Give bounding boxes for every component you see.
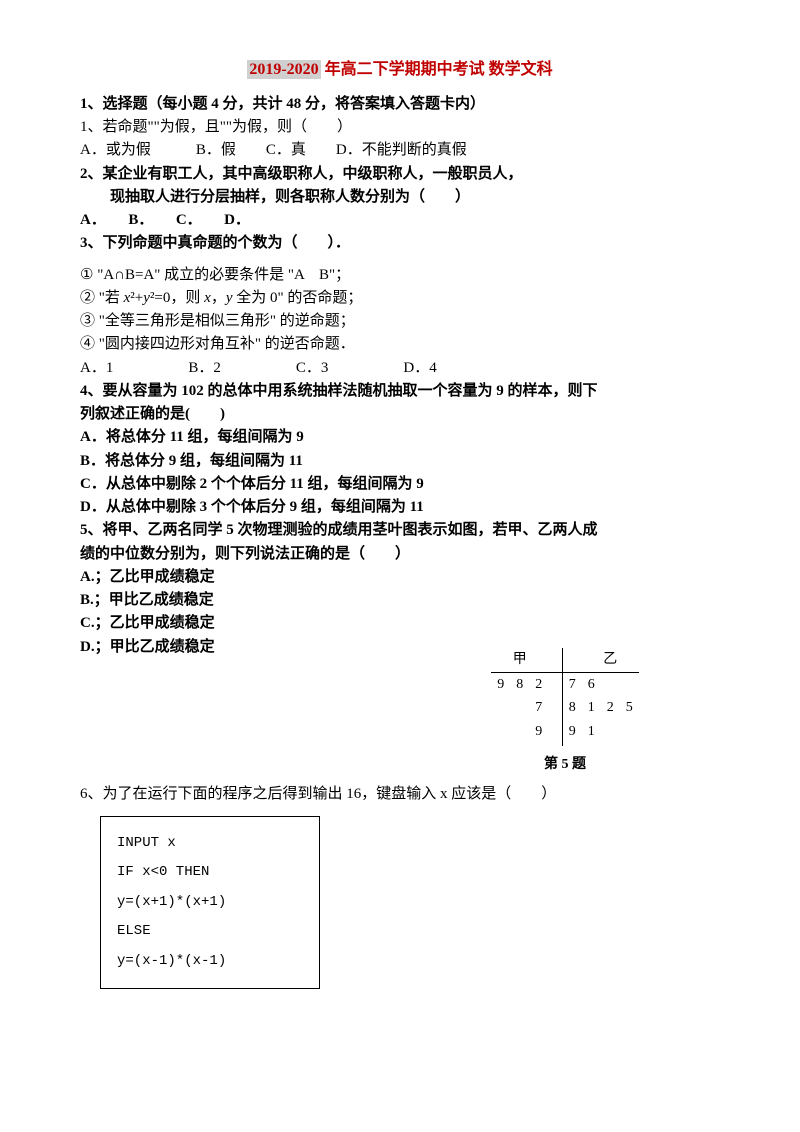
title-year: 2019-2020 [247, 60, 320, 79]
sl-row [491, 744, 639, 746]
q3-opt-b: B．2 [188, 360, 221, 376]
title-rest: 年高二下学期期中考试 数学文科 [321, 61, 553, 78]
q5-line1: 5、将甲、乙两名同学 5 次物理测验的成绩用茎叶图表示如图，若甲、乙两人成 [80, 519, 720, 542]
exam-title: 2019-2020 年高二下学期期中考试 数学文科 [80, 58, 720, 83]
q5-stem-leaf-plot: 甲 乙 9 8 2 7 6 7 8 1 2 5 9 [450, 648, 680, 775]
q3-text: 3、下列命题中真命题的个数为（ ）． [80, 232, 720, 255]
sl-head-right: 乙 [582, 648, 639, 672]
q6-code-box: INPUT x IF x<0 THEN y=(x+1)*(x+1) ELSE y… [100, 816, 320, 989]
q4-line1: 4、要从容量为 102 的总体中用系统抽样法随机抽取一个容量为 9 的样本，则下 [80, 380, 720, 403]
sl-head-left: 甲 [491, 648, 548, 672]
sl-caption: 第 5 题 [450, 754, 680, 776]
q5-opt-a: A.；乙比甲成绩稳定 [80, 566, 720, 589]
q4-opt-b: B．将总体分 9 组，每组间隔为 11 [80, 450, 720, 473]
q2-options: A． B． C． D． [80, 209, 720, 232]
q1-options: A．或为假 B．假 C．真 D．不能判断的真假 [80, 139, 720, 162]
q3-c3: ③ "全等三角形是相似三角形" 的逆命题； [80, 310, 720, 333]
code-line: y=(x-1)*(x-1) [117, 947, 303, 976]
sl-row: 9 9 1 [491, 720, 639, 744]
code-line: INPUT x [117, 829, 303, 858]
q4-line2: 列叙述正确的是( ) [80, 403, 720, 426]
q4-opt-d: D．从总体中剔除 3 个个体后分 9 组，每组间隔为 11 [80, 496, 720, 519]
q5-line2: 绩的中位数分别为，则下列说法正确的是（ ） [80, 543, 720, 566]
q1-opt-b: B．假 [196, 142, 236, 158]
q2-line1: 2、某企业有职工人，其中高级职称人，中级职称人，一般职员人， [80, 163, 720, 186]
q4-opt-a: A．将总体分 11 组，每组间隔为 9 [80, 426, 720, 449]
sl-row: 9 8 2 7 6 [491, 672, 639, 696]
q1-opt-a: A．或为假 [80, 142, 151, 158]
q5-opt-c: C.；乙比甲成绩稳定 [80, 612, 720, 635]
code-line: IF x<0 THEN [117, 858, 303, 887]
code-line: ELSE [117, 917, 303, 946]
q3-opt-c: C．3 [296, 360, 329, 376]
sl-row: 7 8 1 2 5 [491, 696, 639, 720]
q3-c1: ① "A∩B=A" 成立的必要条件是 "A B"； [80, 264, 720, 287]
code-line: y=(x+1)*(x+1) [117, 888, 303, 917]
section-1-head: 1、选择题（每小题 4 分，共计 48 分，将答案填入答题卡内） [80, 93, 720, 116]
q3-opt-d: D．4 [403, 360, 436, 376]
q3-options: A．1 B．2 C．3 D．4 [80, 357, 720, 380]
q6-text: 6、为了在运行下面的程序之后得到输出 16，键盘输入 x 应该是（ ） [80, 783, 720, 806]
q1-text: 1、若命题""为假，且""为假，则（ ） [80, 116, 720, 139]
q2-line2: 现抽取人进行分层抽样，则各职称人数分别为（ ） [110, 186, 720, 209]
q3-c2: ② "若 x²+y²=0，则 x，y 全为 0" 的否命题； [80, 287, 720, 310]
q3-opt-a: A．1 [80, 360, 113, 376]
stem-leaf-table: 甲 乙 9 8 2 7 6 7 8 1 2 5 9 [491, 648, 639, 746]
q3-c4: ④ "圆内接四边形对角互补" 的逆否命题． [80, 333, 720, 356]
q1-opt-c: C．真 [266, 142, 306, 158]
q1-opt-d: D．不能判断的真假 [336, 142, 467, 158]
q4-opt-c: C．从总体中剔除 2 个个体后分 11 组，每组间隔为 9 [80, 473, 720, 496]
q5-opt-b: B.；甲比乙成绩稳定 [80, 589, 720, 612]
